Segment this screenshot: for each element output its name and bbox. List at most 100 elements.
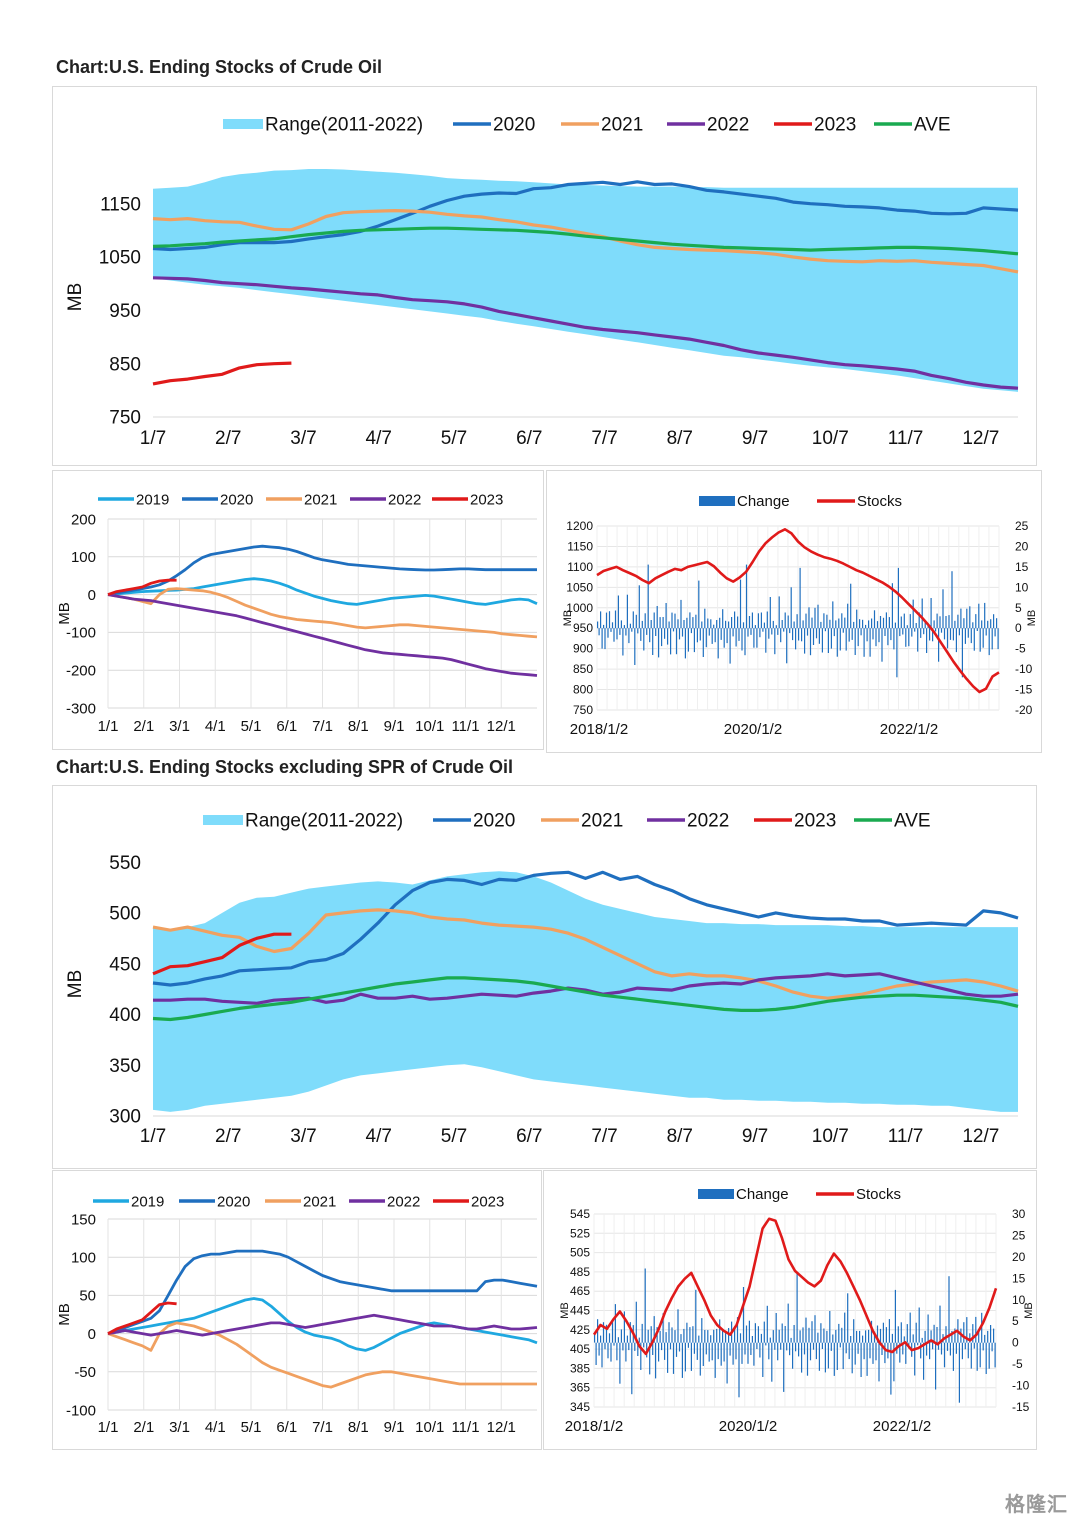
change-bar <box>729 1342 731 1356</box>
change-bar <box>857 1342 859 1354</box>
change-bar <box>806 1342 809 1376</box>
legend-label: 2023 <box>794 811 836 832</box>
y-tick-label: 50 <box>79 1288 96 1305</box>
change-bar <box>643 1342 645 1348</box>
y-tick-label-right: 10 <box>1012 1293 1026 1307</box>
change-bar <box>675 628 678 655</box>
change-bar <box>795 1342 797 1352</box>
change-bar <box>884 628 886 636</box>
change-bar <box>891 1333 893 1343</box>
change-bar <box>818 1342 820 1371</box>
change-bar <box>605 1324 608 1343</box>
change-bar <box>777 1342 779 1361</box>
change-bar <box>763 1321 765 1343</box>
change-bar <box>821 1342 823 1349</box>
x-tick-label: 2/1 <box>133 1419 154 1436</box>
change-bar <box>720 628 722 640</box>
change-bar <box>644 613 646 629</box>
change-bar <box>616 1342 618 1361</box>
x-tick-label: 10/1 <box>415 1419 444 1436</box>
change-bar <box>964 1342 966 1350</box>
change-bar <box>631 628 633 632</box>
change-bar <box>854 1342 856 1365</box>
change-bar <box>997 628 999 650</box>
y-tick-label-left: 545 <box>570 1207 590 1221</box>
change-bar <box>902 1342 904 1355</box>
legend-label: 2022 <box>388 491 421 508</box>
change-bar <box>994 1342 996 1368</box>
change-bar <box>720 1342 722 1366</box>
change-bar <box>658 628 660 658</box>
change-bar <box>918 1307 920 1343</box>
change-bar <box>943 1342 946 1368</box>
y-tick-label: -200 <box>66 662 96 679</box>
change-bar <box>763 622 765 629</box>
legend-label: Range(2011-2022) <box>265 115 423 136</box>
x-tick-label: 2020/1/2 <box>724 721 782 738</box>
y-axis-label-right: MB <box>1023 1302 1035 1319</box>
change-bar <box>862 619 864 629</box>
change-bar <box>732 628 734 637</box>
change-bar <box>629 623 631 629</box>
change-bar <box>802 1327 804 1343</box>
change-bar <box>784 612 786 629</box>
change-bar <box>948 1276 950 1343</box>
series-line-2020 <box>107 1249 538 1335</box>
change-bar <box>804 628 806 654</box>
change-bar <box>742 1287 745 1343</box>
x-tick-label: 2022/1/2 <box>873 1418 931 1435</box>
change-bar <box>777 628 779 635</box>
change-bar <box>863 628 865 657</box>
change-bar <box>617 595 619 629</box>
change-bar <box>850 583 852 629</box>
change-bar <box>772 1330 774 1343</box>
change-bar <box>808 607 810 629</box>
change-bar <box>686 1322 688 1343</box>
change-bar <box>893 628 895 650</box>
change-bar <box>824 1342 826 1373</box>
change-bar <box>848 628 850 642</box>
change-bar <box>984 602 986 629</box>
change-bar <box>972 1324 974 1343</box>
change-bar <box>678 1342 681 1352</box>
change-bar <box>726 628 728 644</box>
change-bar <box>847 603 849 629</box>
change-bar <box>702 1342 704 1366</box>
change-bar <box>958 1342 960 1403</box>
x-tick-label: 8/7 <box>667 1126 693 1147</box>
legend-swatch-range <box>203 815 243 825</box>
change-bar <box>783 1342 785 1392</box>
change-bar <box>611 622 614 629</box>
change-bar <box>653 1316 655 1343</box>
change-bar <box>658 1342 660 1362</box>
x-tick-label: 2/7 <box>215 1126 241 1147</box>
change-bar <box>598 628 600 636</box>
change-bar <box>693 1342 695 1354</box>
change-bar <box>655 1342 657 1379</box>
change-bar <box>641 1323 643 1343</box>
y-tick-label: 450 <box>109 954 141 975</box>
y-tick-label-right: 0 <box>1015 621 1022 635</box>
change-bar <box>900 616 902 629</box>
change-bar <box>912 599 914 629</box>
x-tick-label: 3/7 <box>290 1126 316 1147</box>
change-bar <box>772 620 774 629</box>
change-bar <box>713 624 715 629</box>
legend-label: 2021 <box>581 811 623 832</box>
change-bar <box>692 1326 694 1343</box>
change-bar <box>620 1329 622 1343</box>
change-bar <box>793 621 795 629</box>
change-bar <box>841 1327 843 1343</box>
change-bar <box>778 1329 780 1343</box>
change-bar <box>985 1342 987 1374</box>
change-bar <box>757 1326 759 1343</box>
change-bar <box>894 1289 896 1343</box>
change-bar <box>879 616 882 629</box>
chart-excl-delta: -100 -50 0 50 100 150 1/1 2/1 3/1 4/1 5/1 6/1 7/1 8/1… <box>56 1193 538 1436</box>
change-bar <box>751 612 753 629</box>
y-tick-label: 400 <box>109 1005 141 1026</box>
series-line-ave <box>152 976 1019 1022</box>
change-bar <box>725 620 727 629</box>
change-bar <box>653 612 655 629</box>
y-axis-label: MB <box>65 283 86 312</box>
